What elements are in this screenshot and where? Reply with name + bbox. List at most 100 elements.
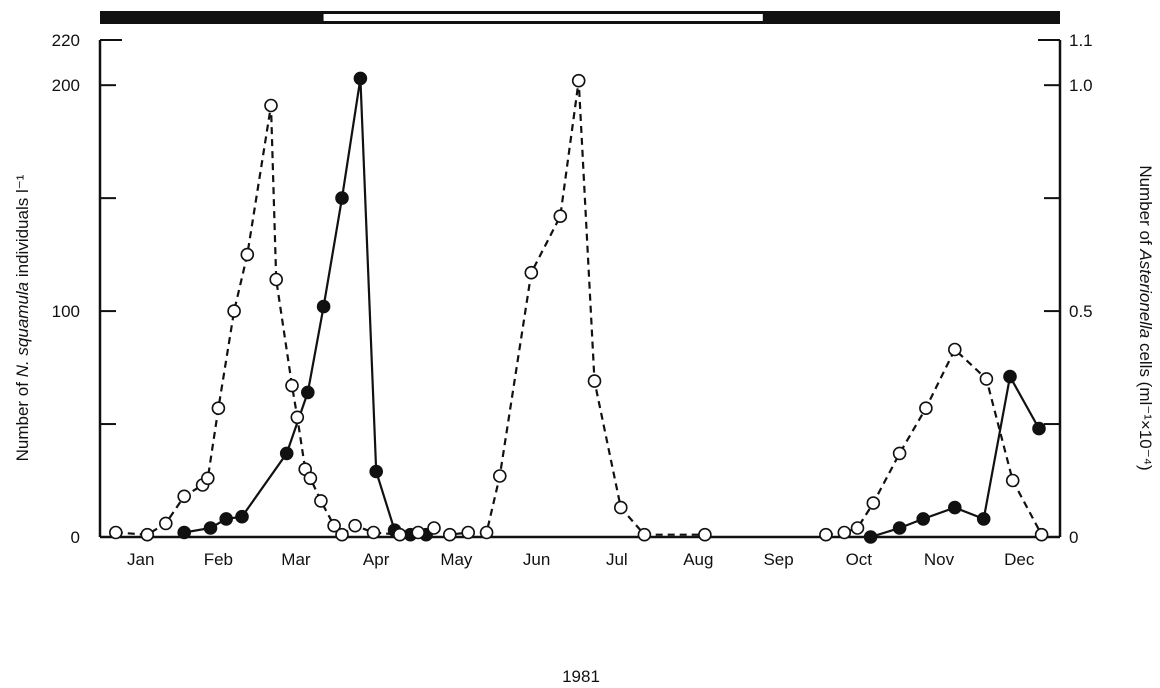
x-month-label: Jul bbox=[606, 550, 628, 569]
filled-data-point bbox=[947, 500, 962, 515]
open-data-point bbox=[698, 527, 712, 542]
dashed-series-line bbox=[115, 80, 705, 537]
light-period-bar bbox=[323, 14, 763, 21]
open-data-point bbox=[947, 342, 962, 357]
x-month-label: Oct bbox=[846, 550, 873, 569]
left-y-title-pre: Number of bbox=[13, 377, 32, 461]
open-data-point bbox=[850, 521, 865, 535]
open-data-point bbox=[227, 304, 241, 318]
open-data-point bbox=[159, 516, 173, 531]
open-data-point bbox=[427, 521, 441, 535]
left-y-tick-label: 100 bbox=[52, 302, 80, 321]
filled-data-point bbox=[916, 512, 931, 526]
right-y-tick-label: 1.1 bbox=[1069, 31, 1093, 50]
open-data-point bbox=[201, 471, 215, 486]
open-data-point bbox=[1005, 473, 1020, 488]
left-y-tick-labels: 0 100 200 220 bbox=[52, 31, 80, 547]
axes bbox=[98, 40, 1062, 539]
dashed-series-line bbox=[825, 347, 1043, 536]
filled-data-point bbox=[892, 521, 907, 535]
right-y-title-pre: Number of bbox=[1136, 165, 1155, 249]
open-data-point bbox=[211, 401, 226, 416]
open-data-point bbox=[613, 500, 628, 515]
open-data-point bbox=[392, 527, 407, 542]
open-data-point bbox=[1034, 527, 1049, 542]
x-month-label: Aug bbox=[683, 550, 713, 569]
open-data-point bbox=[177, 489, 191, 504]
open-data-point bbox=[919, 401, 933, 416]
open-data-point bbox=[285, 378, 299, 393]
open-data-point bbox=[335, 527, 349, 542]
x-month-label: Jan bbox=[127, 550, 154, 569]
x-month-label: Nov bbox=[924, 550, 955, 569]
filled-data-point bbox=[863, 530, 878, 544]
open-data-point bbox=[140, 527, 155, 542]
open-data-point bbox=[348, 518, 362, 533]
right-y-title-italic: Asterionella bbox=[1136, 248, 1155, 338]
series-points bbox=[109, 71, 1049, 544]
open-data-point bbox=[479, 525, 494, 540]
x-month-label: Sep bbox=[763, 550, 793, 569]
open-data-point bbox=[366, 525, 381, 540]
open-data-point bbox=[461, 525, 476, 540]
x-month-labels: Jan Feb Mar Apr May Jun Jul Aug Sep Oct Nov Dec bbox=[127, 550, 1035, 569]
x-month-label: Dec bbox=[1004, 550, 1035, 569]
right-y-tick-label: 0.5 bbox=[1069, 302, 1093, 321]
x-month-label: Jun bbox=[523, 550, 550, 569]
filled-data-point bbox=[976, 512, 991, 526]
x-month-label: Feb bbox=[204, 550, 233, 569]
open-data-point bbox=[892, 446, 907, 461]
open-data-point bbox=[264, 98, 278, 113]
light-dark-bar bbox=[100, 11, 1060, 24]
open-data-point bbox=[269, 272, 284, 287]
open-data-point bbox=[109, 525, 123, 540]
open-data-point bbox=[492, 469, 507, 483]
left-y-title-italic: N. squamula bbox=[13, 282, 32, 377]
left-y-tick-label: 0 bbox=[71, 528, 80, 547]
open-data-point bbox=[553, 209, 568, 223]
open-data-point bbox=[837, 525, 852, 540]
open-data-point bbox=[571, 73, 586, 88]
open-data-point bbox=[314, 494, 328, 508]
open-data-point bbox=[637, 527, 652, 542]
filled-data-point bbox=[1003, 369, 1017, 384]
open-data-point bbox=[442, 527, 457, 542]
open-data-point bbox=[587, 374, 602, 388]
open-data-point bbox=[240, 247, 255, 262]
open-data-point bbox=[303, 471, 318, 486]
right-y-tick-label: 0 bbox=[1069, 528, 1078, 547]
filled-data-point bbox=[353, 71, 368, 86]
x-axis-title: 1981 bbox=[562, 667, 600, 686]
filled-data-point bbox=[1032, 421, 1046, 436]
right-y-tick-label: 1.0 bbox=[1069, 76, 1093, 95]
filled-data-point bbox=[316, 299, 331, 314]
open-data-point bbox=[866, 496, 881, 510]
open-data-point bbox=[290, 410, 305, 425]
open-data-point bbox=[979, 372, 994, 386]
filled-data-point bbox=[177, 525, 191, 540]
left-y-tick-label: 220 bbox=[52, 31, 80, 50]
x-month-label: Apr bbox=[363, 550, 390, 569]
right-y-axis-title: Number of Asterionella cells (ml⁻¹×10⁻⁴) bbox=[1136, 165, 1155, 470]
left-y-title-post: individuals l⁻¹ bbox=[13, 174, 32, 282]
filled-data-point bbox=[369, 464, 384, 479]
right-y-tick-labels: 0 0.5 1.0 1.1 bbox=[1069, 31, 1093, 547]
open-data-point bbox=[819, 527, 833, 542]
left-y-tick-label: 200 bbox=[52, 76, 80, 95]
open-data-point bbox=[327, 518, 341, 533]
left-y-axis-title: Number of N. squamula individuals l⁻¹ bbox=[13, 174, 32, 461]
filled-data-point bbox=[335, 191, 349, 205]
x-month-label: Mar bbox=[281, 550, 311, 569]
filled-data-point bbox=[219, 512, 233, 526]
open-data-point bbox=[524, 265, 539, 280]
filled-data-point bbox=[235, 509, 249, 524]
series-lines bbox=[115, 78, 1043, 539]
filled-data-point bbox=[279, 446, 294, 461]
right-y-title-post: cells (ml⁻¹×10⁻⁴) bbox=[1136, 338, 1155, 470]
open-data-point bbox=[411, 525, 426, 540]
filled-data-point bbox=[300, 385, 315, 400]
x-month-label: May bbox=[440, 550, 473, 569]
filled-data-point bbox=[203, 521, 218, 535]
